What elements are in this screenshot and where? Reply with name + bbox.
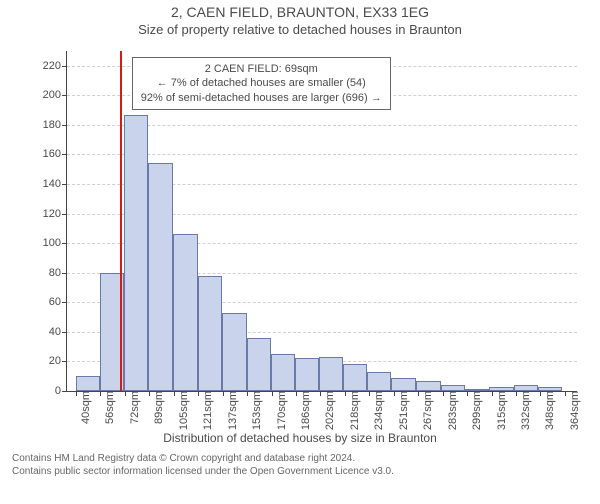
histogram-bar xyxy=(391,378,415,391)
x-tick-label: 186sqm xyxy=(294,391,312,430)
x-tick-label: 218sqm xyxy=(343,391,361,430)
histogram-bar xyxy=(343,364,367,391)
x-tick-label: 89sqm xyxy=(147,391,165,424)
histogram-plot: 02040608010012014016018020022040sqm56sqm… xyxy=(66,51,577,392)
x-tick-label: 299sqm xyxy=(465,391,483,430)
histogram-bar xyxy=(124,115,148,391)
x-tick-label: 72sqm xyxy=(123,391,141,424)
annotation-line-1: 2 CAEN FIELD: 69sqm xyxy=(141,62,382,76)
histogram-bar xyxy=(416,381,442,391)
x-tick-label: 153sqm xyxy=(245,391,263,430)
histogram-bar xyxy=(295,358,319,391)
histogram-bar xyxy=(367,372,391,391)
histogram-bar xyxy=(198,276,222,391)
y-tick-label: 180 xyxy=(43,119,67,131)
x-tick-label: 364sqm xyxy=(563,391,581,430)
footer-line-2: Contains public sector information licen… xyxy=(12,466,588,479)
x-tick-label: 121sqm xyxy=(196,391,214,430)
plot-container: Number of detached properties 0204060801… xyxy=(10,41,590,431)
reference-annotation: 2 CAEN FIELD: 69sqm ← 7% of detached hou… xyxy=(132,57,391,110)
histogram-bar xyxy=(222,313,246,391)
address-title: 2, CAEN FIELD, BRAUNTON, EX33 1EG xyxy=(0,4,600,20)
y-tick-label: 200 xyxy=(43,89,67,101)
x-tick-label: 348sqm xyxy=(538,391,556,430)
x-tick-label: 170sqm xyxy=(270,391,288,430)
annotation-line-2: ← 7% of detached houses are smaller (54) xyxy=(141,76,382,90)
histogram-bar xyxy=(271,354,295,391)
histogram-bar xyxy=(76,376,100,391)
x-tick-label: 40sqm xyxy=(74,391,92,424)
histogram-bar xyxy=(173,234,199,391)
annotation-line-3: 92% of semi-detached houses are larger (… xyxy=(141,91,382,105)
x-tick-label: 251sqm xyxy=(392,391,410,430)
x-tick-label: 267sqm xyxy=(416,391,434,430)
y-tick-label: 80 xyxy=(49,267,67,279)
x-tick-label: 56sqm xyxy=(98,391,116,424)
reference-line xyxy=(120,51,122,391)
histogram-bar xyxy=(148,163,172,391)
y-tick-label: 0 xyxy=(55,385,67,397)
y-tick-label: 160 xyxy=(43,148,67,160)
y-tick-label: 100 xyxy=(43,237,67,249)
y-tick-label: 20 xyxy=(49,355,67,367)
x-tick-label: 105sqm xyxy=(172,391,190,430)
x-tick-label: 234sqm xyxy=(367,391,385,430)
y-tick-label: 120 xyxy=(43,208,67,220)
footer-line-1: Contains HM Land Registry data © Crown c… xyxy=(12,453,588,466)
attribution-footer: Contains HM Land Registry data © Crown c… xyxy=(12,453,588,478)
x-axis-label: Distribution of detached houses by size … xyxy=(0,431,600,445)
y-tick-label: 140 xyxy=(43,178,67,190)
x-tick-label: 332sqm xyxy=(514,391,532,430)
histogram-bar xyxy=(247,338,271,391)
chart-subtitle: Size of property relative to detached ho… xyxy=(0,22,600,37)
x-tick-label: 202sqm xyxy=(318,391,336,430)
y-tick-label: 220 xyxy=(43,60,67,72)
histogram-bar xyxy=(319,357,343,391)
x-tick-label: 315sqm xyxy=(490,391,508,430)
x-tick-label: 283sqm xyxy=(441,391,459,430)
y-tick-label: 60 xyxy=(49,296,67,308)
y-tick-label: 40 xyxy=(49,326,67,338)
x-tick-label: 137sqm xyxy=(221,391,239,430)
